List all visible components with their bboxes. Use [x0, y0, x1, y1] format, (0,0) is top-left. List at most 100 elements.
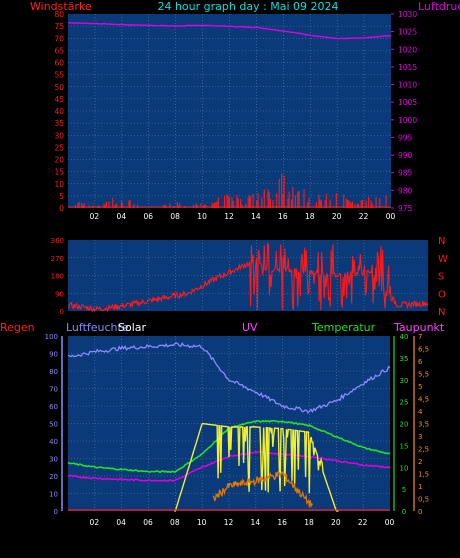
pressure-tick-label: 1025	[398, 28, 417, 37]
time-tick-label-bottom: 20	[331, 518, 341, 527]
time-tick-label: 16	[278, 212, 288, 221]
humidity-tick-label: 0	[54, 508, 58, 516]
time-tick-label-bottom: 08	[170, 518, 180, 527]
uv-tick-label: 1	[418, 483, 422, 491]
uv-tick-label: 5	[418, 383, 422, 391]
temperature-tick-label: 15	[400, 442, 409, 450]
pressure-tick-label: 1010	[398, 81, 417, 90]
humidity-tick-label: 70	[49, 386, 58, 394]
uv-tick-label: 1,5	[418, 471, 429, 479]
time-tick-label: 10	[197, 212, 207, 221]
compass-tick-label: W	[438, 254, 448, 265]
wind-tick-label: 25	[54, 143, 64, 152]
time-tick-label: 00	[386, 212, 396, 221]
time-tick-label-bottom: 12	[224, 518, 234, 527]
direction-tick-label: 90	[55, 290, 64, 298]
wind-tick-label: 0	[59, 204, 64, 213]
pressure-tick-label: 1000	[398, 116, 417, 125]
wind-tick-label: 20	[54, 156, 64, 165]
temperature-tick-label: 10	[400, 464, 409, 472]
temperature-tick-label: 30	[400, 377, 409, 385]
humidity-tick-label: 100	[45, 333, 58, 341]
time-tick-label: 22	[359, 212, 369, 221]
pressure-tick-label: 975	[398, 204, 413, 213]
time-tick-label: 18	[305, 212, 315, 221]
humidity-tick-label: 60	[49, 403, 58, 411]
wind-tick-label: 70	[54, 34, 64, 43]
uv-label: UV	[242, 321, 258, 334]
wind-tick-label: 75	[54, 22, 64, 31]
temperature-tick-label: 0	[402, 508, 406, 516]
time-tick-label: 14	[251, 212, 261, 221]
time-tick-label: 04	[117, 212, 127, 221]
humidity-tick-label: 30	[49, 456, 58, 464]
wind-tick-label: 10	[54, 180, 64, 189]
time-tick-label-bottom: 00	[385, 518, 395, 527]
uv-tick-label: 3,5	[418, 421, 429, 429]
temperature-label: Temperatur	[311, 321, 376, 334]
pressure-tick-label: 1020	[398, 45, 417, 54]
wind-tick-label: 5	[59, 192, 64, 201]
uv-line	[212, 471, 313, 509]
time-tick-label: 08	[170, 212, 180, 221]
temperature-tick-label: 5	[402, 486, 406, 494]
pressure-tick-label: 995	[398, 133, 413, 142]
compass-tick-label: N	[438, 307, 445, 318]
time-tick-label-bottom: 10	[197, 518, 207, 527]
uv-tick-label: 2	[418, 458, 422, 466]
wind-tick-label: 15	[54, 168, 64, 177]
wind-tick-label: 55	[54, 71, 64, 80]
temperature-tick-label: 25	[400, 399, 409, 407]
pressure-tick-label: 1005	[398, 98, 417, 107]
time-tick-label-bottom: 14	[251, 518, 261, 527]
uv-tick-label: 4,5	[418, 396, 429, 404]
wind-tick-label: 65	[54, 46, 64, 55]
humidity-tick-label: 20	[49, 473, 58, 481]
time-tick-label-bottom: 06	[143, 518, 153, 527]
wind-tick-label: 50	[54, 83, 64, 92]
wind-tick-label: 35	[54, 119, 64, 128]
temperature-tick-label: 40	[400, 333, 409, 341]
uv-tick-label: 5,5	[418, 371, 429, 379]
wind-tick-label: 40	[54, 107, 64, 116]
humidity-label: Luftfeuchte	[66, 321, 129, 334]
humidity-tick-label: 90	[49, 351, 58, 359]
dewpoint-label: Taupunkt	[393, 321, 445, 334]
time-tick-label-bottom: 18	[304, 518, 314, 527]
time-tick-label-bottom: 04	[116, 518, 126, 527]
series-layer	[67, 22, 429, 512]
uv-tick-label: 3	[418, 433, 422, 441]
humidity-tick-label: 50	[49, 421, 58, 429]
pressure-line	[68, 22, 392, 40]
time-tick-label-bottom: 16	[277, 518, 287, 527]
pressure-tick-label: 980	[398, 186, 413, 195]
temperature-tick-label: 35	[400, 355, 409, 363]
uv-tick-label: 0	[418, 508, 422, 516]
direction-tick-label: 360	[51, 237, 64, 245]
time-tick-label: 12	[224, 212, 234, 221]
compass-tick-label: S	[438, 272, 444, 283]
humidity-tick-label: 10	[49, 491, 58, 499]
direction-tick-label: 0	[60, 308, 64, 316]
compass-tick-label: O	[438, 289, 446, 300]
time-tick-label-bottom: 22	[358, 518, 368, 527]
uv-tick-label: 4	[418, 408, 423, 416]
wind-tick-label: 60	[54, 59, 64, 68]
time-tick-label: 02	[90, 212, 100, 221]
uv-tick-label: 6,5	[418, 346, 429, 354]
uv-tick-label: 0,5	[418, 496, 429, 504]
time-tick-label-bottom: 02	[90, 518, 100, 527]
wind-tick-label: 80	[54, 10, 64, 19]
uv-tick-label: 2,5	[418, 446, 429, 454]
uv-tick-label: 6	[418, 358, 423, 366]
rain-label: Regen	[0, 321, 35, 334]
compass-tick-label: N	[438, 236, 445, 247]
direction-tick-label: 180	[51, 273, 64, 281]
humidity-tick-label: 80	[49, 368, 58, 376]
temperature-line	[67, 419, 391, 474]
panel-wind-pressure	[68, 14, 391, 208]
time-tick-label: 20	[332, 212, 342, 221]
chart-title: 24 hour graph day : Mai 09 2024	[157, 0, 338, 13]
wind-tick-label: 45	[54, 95, 64, 104]
